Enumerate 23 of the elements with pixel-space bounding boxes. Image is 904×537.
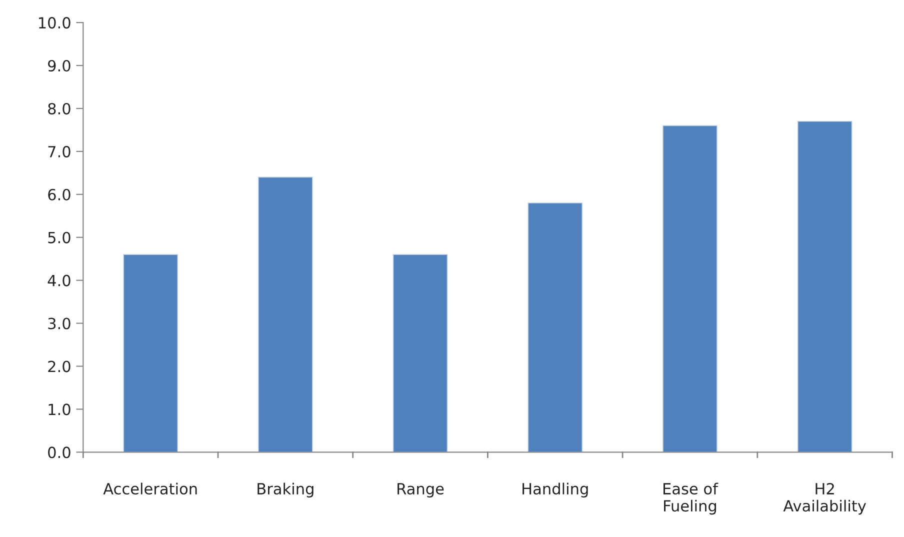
x-tick-label: Braking [258, 482, 314, 498]
y-tick-label: 2.0 [48, 360, 70, 372]
y-tick-label: 4.0 [48, 274, 70, 286]
x-tick-label: Range [398, 483, 444, 498]
x-tick-label: Ease of Fueling [664, 482, 718, 515]
y-tick-label: 0.0 [48, 446, 70, 458]
bar [258, 176, 313, 452]
y-tick-label: 10.0 [39, 17, 70, 29]
y-tick-label: 3.0 [48, 318, 70, 330]
x-tick-label: Acceleration [103, 482, 197, 495]
bar [662, 125, 718, 452]
y-tick-label: 7.0 [48, 146, 70, 158]
y-tick-label: 9.0 [48, 60, 70, 72]
y-tick-label: 5.0 [48, 232, 70, 244]
bar [528, 202, 583, 452]
y-tick-label: 6.0 [48, 188, 70, 200]
y-tick-label: 1.0 [48, 404, 70, 416]
bar [392, 254, 448, 452]
y-tick-label: 8.0 [48, 102, 70, 114]
x-tick-label: H2 Availability [783, 482, 866, 515]
bar [123, 254, 178, 452]
bar [797, 120, 852, 452]
x-tick-label: Handling [522, 482, 588, 498]
